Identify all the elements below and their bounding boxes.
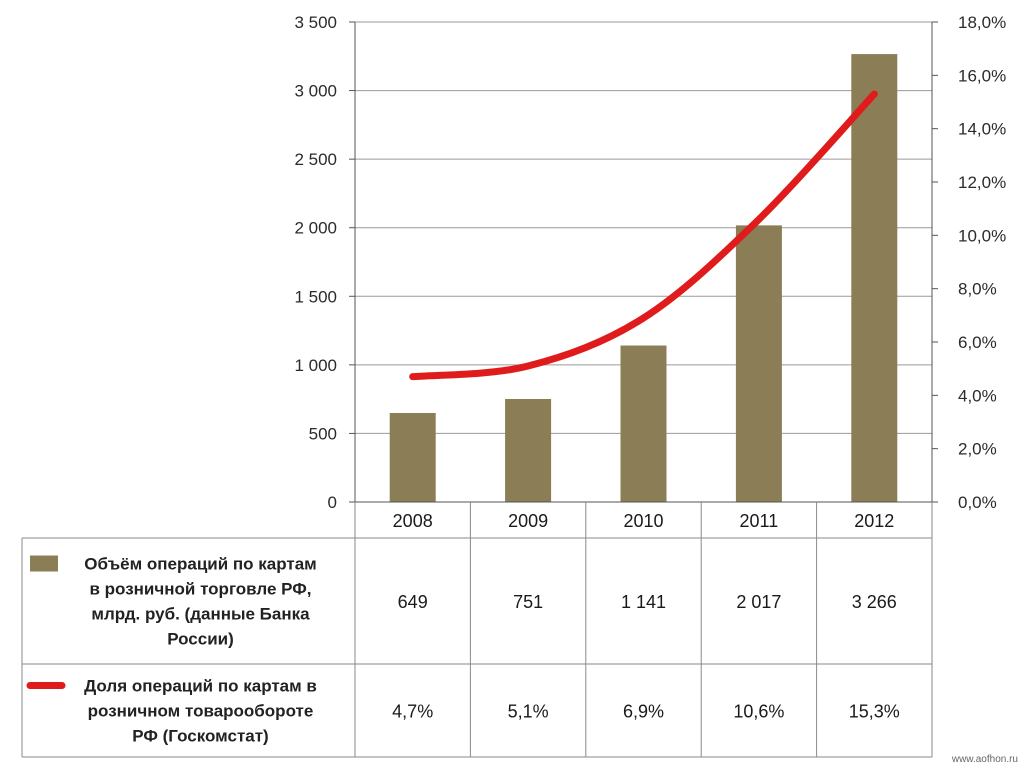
table-cell-value: 10,6% xyxy=(733,702,784,722)
axes: 0 500 1 000 1 500 2 000 2 500 3 000 3 500 0,0% 2,… xyxy=(294,13,1006,512)
legend-label-line: розничном товарообороте xyxy=(88,702,314,721)
x-tick-label: 2008 xyxy=(393,511,433,531)
legend-label-line: в розничной торговле РФ, xyxy=(89,580,311,599)
right-tick-label: 2,0% xyxy=(958,440,997,459)
left-tick-label: 3 000 xyxy=(294,82,337,101)
left-tick-label: 0 xyxy=(328,493,337,512)
point-2010 xyxy=(643,317,644,319)
legend-swatch-bar xyxy=(30,555,58,572)
legend-label-line: Доля операций по картам в xyxy=(84,677,317,696)
right-tick-label: 0,0% xyxy=(958,493,997,512)
bar-2009 xyxy=(505,399,552,502)
table-cell-value: 4,7% xyxy=(392,702,433,722)
right-tick-label: 4,0% xyxy=(958,386,997,405)
right-tick-label: 10,0% xyxy=(958,226,1006,245)
table-cell-value: 3 266 xyxy=(852,592,897,612)
watermark: www.aofhon.ru xyxy=(951,754,1018,765)
x-tick-label: 2009 xyxy=(508,511,548,531)
table-cell-value: 649 xyxy=(398,592,428,612)
right-tick-label: 8,0% xyxy=(958,280,997,299)
left-tick-label: 1 000 xyxy=(294,356,337,375)
left-tick-label: 1 500 xyxy=(294,287,337,306)
point-2011 xyxy=(758,218,760,220)
right-tick-label: 16,0% xyxy=(958,66,1006,85)
table-cell-value: 5,1% xyxy=(508,702,549,722)
bar-2008 xyxy=(389,412,436,502)
right-tick-label: 14,0% xyxy=(958,120,1006,139)
x-tick-label: 2010 xyxy=(623,511,663,531)
bar-series xyxy=(389,54,898,502)
legend-label-line: млрд. руб. (данные Банка xyxy=(91,605,310,624)
table-cell-value: 15,3% xyxy=(849,702,900,722)
x-tick-label: 2012 xyxy=(854,511,894,531)
left-tick-label: 3 500 xyxy=(294,13,337,32)
table-cell-value: 2 017 xyxy=(736,592,781,612)
x-tick-label: 2011 xyxy=(740,511,779,531)
bar-2010 xyxy=(620,345,667,502)
line-series xyxy=(409,90,878,381)
line-share xyxy=(409,90,878,381)
legend-label-line: России) xyxy=(167,630,234,649)
point-2008 xyxy=(412,376,414,378)
point-2009 xyxy=(527,365,529,367)
left-tick-label: 2 500 xyxy=(294,150,337,169)
data-table: 2008 2009 2010 2011 2012 Объём операций по ка… xyxy=(21,502,933,758)
table-cell-value: 751 xyxy=(513,592,543,612)
point-2012 xyxy=(873,93,875,95)
legend-label-line: Объём операций по картам xyxy=(84,555,317,574)
right-tick-label: 18,0% xyxy=(958,13,1006,32)
table-cell-value: 6,9% xyxy=(623,702,664,722)
grid-lines xyxy=(355,21,932,434)
left-tick-label: 2 000 xyxy=(294,219,337,238)
legend-label-line: РФ (Госкомстат) xyxy=(132,727,268,746)
table-cell-value: 1 141 xyxy=(621,592,666,612)
left-tick-label: 500 xyxy=(309,424,337,443)
bar-2011 xyxy=(735,225,782,502)
right-tick-label: 12,0% xyxy=(958,173,1006,192)
right-tick-label: 6,0% xyxy=(958,333,997,352)
bar-2012 xyxy=(851,54,898,502)
